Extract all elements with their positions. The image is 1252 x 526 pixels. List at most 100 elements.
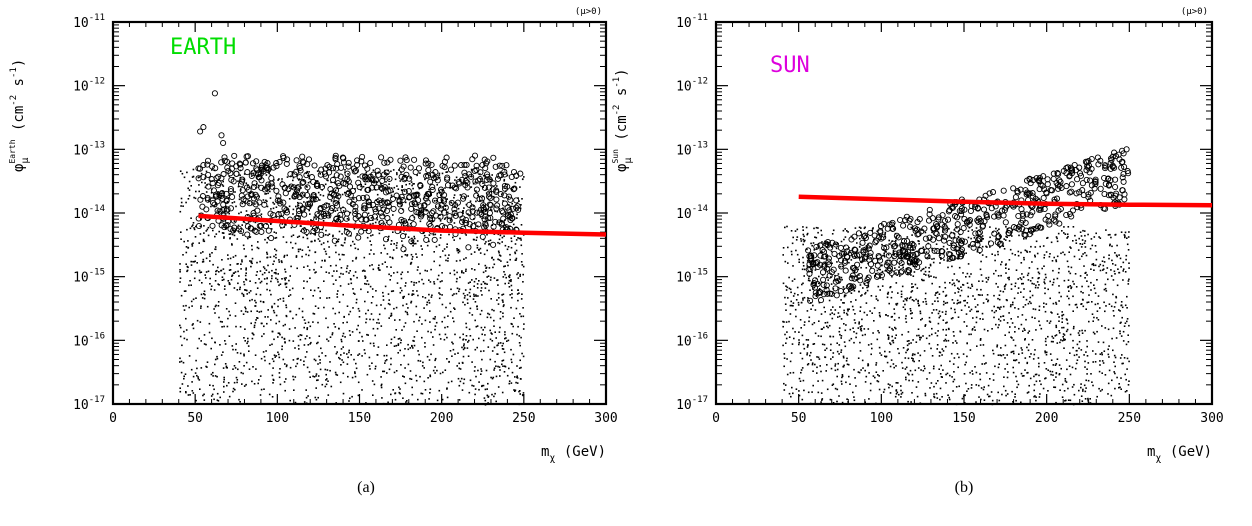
scatter-dot — [1034, 254, 1036, 257]
scatter-dot — [179, 210, 182, 213]
scatter-dot — [368, 356, 371, 359]
scatter-dot — [216, 375, 218, 378]
scatter-circle — [486, 176, 493, 183]
scatter-dot — [1124, 322, 1127, 324]
scatter-dot — [202, 238, 205, 241]
scatter-dot — [1053, 256, 1055, 259]
scatter-dot — [438, 287, 441, 289]
scatter-dot — [239, 352, 242, 355]
scatter-dot — [288, 295, 290, 297]
scatter-dot — [285, 277, 287, 279]
scatter-dot — [303, 360, 305, 363]
scatter-dot — [849, 290, 851, 293]
scatter-dot — [376, 354, 379, 356]
scatter-dot — [987, 299, 990, 302]
scatter-dot — [233, 287, 236, 289]
scatter-dot — [336, 296, 339, 298]
scatter-dot — [1008, 240, 1011, 242]
scatter-dot — [439, 220, 442, 222]
scatter-dot — [1118, 383, 1120, 385]
scatter-dot — [289, 275, 291, 277]
scatter-dot — [1103, 256, 1105, 259]
scatter-dot — [808, 261, 811, 264]
scatter-dot — [390, 357, 392, 360]
scatter-dot — [365, 283, 368, 285]
scatter-dot — [1106, 267, 1109, 269]
scatter-dot — [341, 233, 343, 235]
scatter-dot — [819, 365, 821, 367]
scatter-dot — [911, 299, 914, 301]
scatter-dot — [1122, 261, 1125, 264]
scatter-dot — [1020, 278, 1023, 281]
scatter-dot — [419, 220, 422, 223]
scatter-dot — [369, 223, 372, 225]
scatter-dot — [206, 361, 209, 363]
scatter-dot — [374, 221, 377, 224]
scatter-dot — [1058, 267, 1060, 270]
scatter-dot — [309, 376, 311, 378]
scatter-dot — [224, 340, 226, 342]
scatter-dot — [504, 273, 506, 276]
scatter-dot — [299, 334, 302, 336]
scatter-dot — [228, 283, 231, 286]
scatter-dot — [1097, 341, 1100, 343]
scatter-dot — [469, 288, 472, 291]
scatter-circle — [328, 207, 335, 214]
scatter-dot — [346, 305, 349, 307]
scatter-dot — [314, 359, 317, 362]
scatter-dot — [402, 304, 404, 307]
scatter-dot — [985, 245, 987, 248]
scatter-dot — [370, 179, 373, 182]
scatter-circle — [386, 219, 393, 226]
scatter-dot — [514, 229, 516, 231]
scatter-dot — [1044, 350, 1046, 352]
scatter-dot — [506, 374, 509, 377]
scatter-dot — [479, 216, 482, 218]
scatter-dot — [345, 270, 348, 273]
scatter-dot — [1114, 301, 1117, 304]
scatter-dot — [974, 329, 976, 331]
scatter-dot — [457, 352, 459, 354]
scatter-dot — [1061, 326, 1063, 329]
scatter-dot — [378, 232, 381, 235]
scatter-dot — [878, 234, 880, 236]
scatter-dot — [225, 365, 228, 368]
scatter-dot — [191, 390, 194, 392]
scatter-dot — [1063, 232, 1065, 234]
scatter-circle — [250, 195, 257, 202]
scatter-circle — [418, 207, 425, 214]
scatter-dot — [1112, 293, 1114, 296]
scatter-dot — [906, 344, 909, 347]
scatter-dot — [1067, 235, 1069, 238]
scatter-dot — [912, 286, 914, 288]
scatter-dot — [1037, 286, 1039, 289]
scatter-dot — [487, 382, 489, 385]
scatter-circle — [466, 221, 473, 228]
scatter-dot — [1058, 285, 1060, 287]
scatter-dot — [518, 342, 521, 344]
scatter-dot — [946, 248, 949, 250]
scatter-dot — [186, 270, 188, 273]
scatter-dot — [280, 260, 283, 262]
scatter-dot — [1047, 369, 1049, 371]
scatter-dot — [490, 208, 492, 210]
scatter-dot — [1024, 339, 1026, 341]
scatter-dot — [382, 402, 385, 405]
scatter-dot — [458, 362, 460, 365]
scatter-dot — [454, 205, 456, 207]
scatter-dot — [513, 389, 515, 391]
scatter-dot — [1047, 390, 1049, 392]
scatter-dot — [958, 280, 960, 283]
scatter-dot — [793, 292, 796, 295]
scatter-dot — [200, 252, 202, 254]
scatter-dot — [818, 282, 820, 285]
scatter-dot — [205, 191, 208, 193]
scatter-dot — [501, 236, 504, 239]
scatter-dot — [398, 319, 401, 321]
scatter-dot — [459, 237, 461, 240]
scatter-dot — [924, 324, 927, 326]
scatter-dot — [507, 246, 510, 248]
scatter-dot — [465, 326, 468, 329]
scatter-dot — [335, 251, 337, 254]
scatter-dot — [275, 249, 278, 252]
